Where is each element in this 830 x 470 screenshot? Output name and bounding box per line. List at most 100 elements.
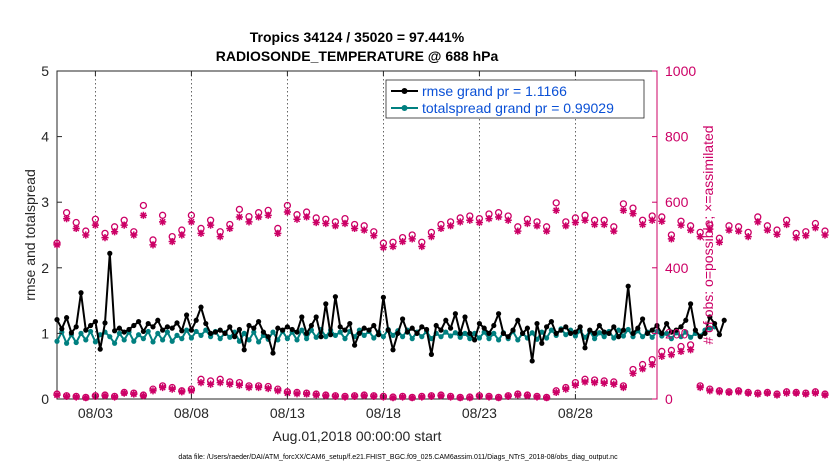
obs-assimilated-marker-low xyxy=(159,383,167,392)
x-tick-label: 08/18 xyxy=(366,405,401,421)
y-left-tick-label: 3 xyxy=(41,194,49,210)
rmse-point xyxy=(97,346,103,352)
obs-assimilated-marker-low xyxy=(437,392,445,400)
obs-assimilated-marker-low xyxy=(235,381,243,389)
rmse-point xyxy=(539,340,545,346)
spread-point xyxy=(284,336,290,342)
obs-assimilated-marker-high xyxy=(667,235,675,243)
spread-point xyxy=(539,329,545,335)
obs-assimilated-marker-low xyxy=(639,365,647,373)
rmse-point xyxy=(308,322,314,329)
obs-assimilated-marker-high xyxy=(591,220,599,229)
obs-assimilated-marker-low xyxy=(120,389,128,397)
rmse-point xyxy=(510,327,516,333)
y-left-tick-label: 2 xyxy=(41,260,49,276)
rmse-point xyxy=(625,283,631,289)
obs-assimilated-marker-low xyxy=(533,393,541,401)
obs-assimilated-marker-low xyxy=(552,388,560,397)
obs-assimilated-marker-low xyxy=(274,387,282,395)
spread-point xyxy=(140,336,146,342)
spread-point xyxy=(544,335,550,341)
obs-assimilated-marker-high xyxy=(715,238,723,246)
rmse-point xyxy=(664,320,670,327)
obs-assimilated-marker-low xyxy=(447,393,455,401)
obs-assimilated-marker-high xyxy=(139,211,147,219)
obs-assimilated-marker-low xyxy=(667,351,675,359)
obs-assimilated-marker-high xyxy=(763,226,771,234)
obs-assimilated-marker-low xyxy=(456,394,464,402)
rmse-point xyxy=(73,324,79,330)
rmse-point xyxy=(256,318,262,325)
spread-point xyxy=(400,334,406,340)
rmse-point xyxy=(577,324,583,330)
rmse-point xyxy=(716,332,723,338)
rmse-point xyxy=(601,329,607,335)
obs-assimilated-marker-high xyxy=(783,220,791,229)
obs-assimilated-marker-high xyxy=(802,232,810,240)
obs-assimilated-marker-high xyxy=(495,213,503,221)
rmse-point xyxy=(294,329,300,335)
obs-assimilated-marker-low xyxy=(178,388,186,396)
rmse-point xyxy=(198,304,204,310)
obs-assimilated-marker-low xyxy=(389,394,397,402)
spread-point xyxy=(361,332,367,338)
rmse-point xyxy=(126,326,132,333)
obs-assimilated-marker-high xyxy=(754,218,762,226)
obs-assimilated-marker-low xyxy=(629,369,637,378)
obs-assimilated-marker-low xyxy=(783,389,791,397)
spread-point xyxy=(496,337,502,343)
spread-point xyxy=(390,332,396,338)
spread-point xyxy=(203,327,209,333)
rmse-point xyxy=(438,327,444,333)
obs-assimilated-marker-low xyxy=(763,389,771,397)
rmse-point xyxy=(102,320,108,326)
spread-point xyxy=(371,335,377,341)
spread-point xyxy=(611,335,617,341)
obs-assimilated-marker-high xyxy=(207,221,215,229)
obs-assimilated-marker-high xyxy=(475,218,483,227)
rmse-point xyxy=(107,250,113,256)
chart-title-line2: RADIOSONDE_TEMPERATURE @ 688 hPa xyxy=(216,48,499,64)
rmse-point xyxy=(193,317,199,323)
obs-assimilated-marker-low xyxy=(283,389,291,397)
obs-assimilated-marker-low xyxy=(245,383,253,392)
rmse-point xyxy=(443,317,449,323)
spread-point xyxy=(443,329,449,335)
y-left-tick-label: 4 xyxy=(41,129,49,145)
obs-assimilated-marker-low xyxy=(370,392,378,400)
obs-assimilated-marker-high xyxy=(811,224,819,232)
rmse-point xyxy=(486,330,492,336)
obs-assimilated-marker-high xyxy=(418,242,426,251)
obs-assimilated-marker-high xyxy=(523,219,531,228)
rmse-point xyxy=(587,327,593,333)
chart-title-line1: Tropics 34124 / 35020 = 97.441% xyxy=(250,29,465,45)
rmse-point xyxy=(236,326,242,333)
rmse-point xyxy=(712,320,718,327)
obs-assimilated-marker-high xyxy=(303,213,311,221)
rmse-point xyxy=(553,330,559,336)
legend-box xyxy=(385,79,645,119)
rmse-point xyxy=(270,350,276,356)
rmse-point xyxy=(558,327,564,333)
obs-assimilated-marker-high xyxy=(63,215,71,223)
rmse-point xyxy=(179,328,185,334)
spread-point xyxy=(664,330,670,336)
rmse-point xyxy=(241,347,247,353)
obs-possible-marker-high xyxy=(235,205,244,214)
rmse-point xyxy=(404,329,410,335)
rmse-point xyxy=(400,316,406,322)
rmse-point xyxy=(428,351,434,357)
rmse-point xyxy=(548,318,555,325)
spread-point xyxy=(467,336,473,342)
spread-point xyxy=(649,334,655,340)
rmse-point xyxy=(184,312,190,318)
spread-point xyxy=(529,330,535,336)
rmse-point xyxy=(140,328,146,335)
obs-assimilated-marker-low xyxy=(581,378,589,386)
obs-assimilated-marker-high xyxy=(571,218,579,227)
rmse-point xyxy=(534,320,540,327)
rmse-point xyxy=(88,322,94,329)
y-right-tick-label: 800 xyxy=(665,129,689,145)
spread-point xyxy=(476,335,482,341)
rmse-point xyxy=(59,326,65,332)
